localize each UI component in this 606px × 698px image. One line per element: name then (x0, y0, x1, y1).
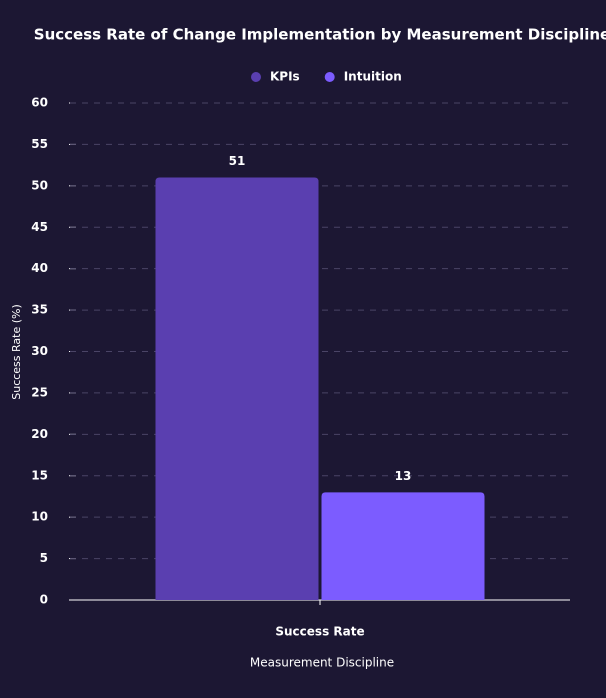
x-axis-title: Measurement Discipline (250, 656, 394, 670)
y-tick-label: 40 (31, 261, 48, 275)
legend-swatch (324, 72, 335, 82)
legend-label: KPIs (270, 70, 300, 84)
chart-title: Success Rate of Change Implementation by… (34, 26, 606, 44)
y-tick-label: 45 (31, 220, 48, 234)
y-tick-label: 10 (31, 510, 48, 524)
bar (155, 177, 319, 601)
y-tick-label: 60 (31, 96, 48, 110)
data-label: 51 (229, 154, 246, 168)
y-axis-title: Success Rate (%) (10, 304, 23, 400)
y-tick-label: 0 (40, 593, 48, 607)
y-tick-label: 5 (40, 551, 48, 565)
x-tick-label: Success Rate (275, 625, 364, 639)
legend-swatch (251, 72, 261, 82)
y-tick-label: 30 (31, 344, 48, 358)
data-label: 13 (395, 469, 412, 483)
y-tick-label: 20 (31, 427, 48, 441)
y-tick-label: 15 (31, 468, 48, 482)
y-tick-label: 35 (31, 303, 48, 317)
y-tick-label: 50 (31, 178, 48, 192)
legend-label: Intuition (344, 70, 402, 84)
y-tick-label: 55 (31, 137, 48, 151)
y-tick-label: 25 (31, 385, 48, 399)
bar (321, 492, 485, 600)
